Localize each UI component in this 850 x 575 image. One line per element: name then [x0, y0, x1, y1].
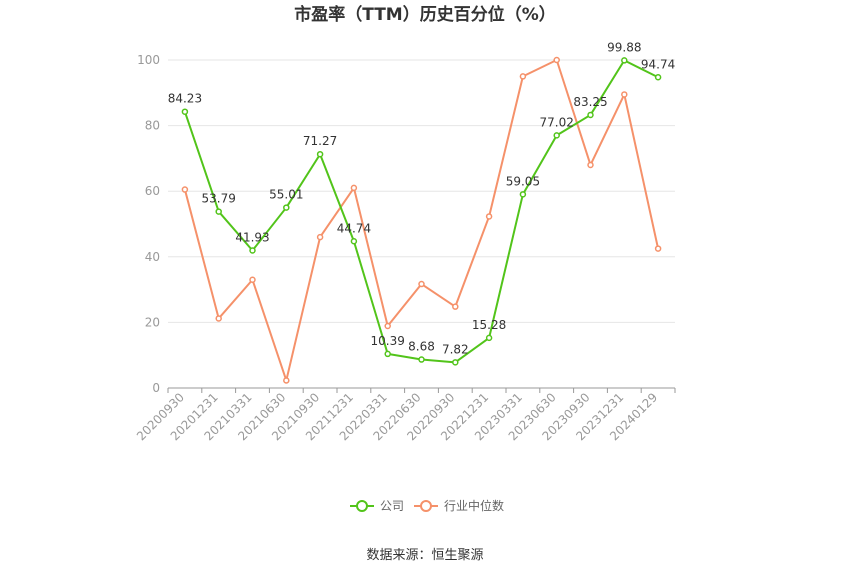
- data-point[interactable]: [621, 91, 628, 98]
- data-label: 53.79: [202, 192, 236, 206]
- data-point[interactable]: [553, 56, 560, 64]
- data-point[interactable]: [654, 245, 662, 252]
- y-axis: 0 20 40 60 80 100: [137, 53, 160, 395]
- data-point[interactable]: [283, 204, 290, 211]
- series-group: [181, 56, 662, 384]
- chart-title: 市盈率（TTM）历史百分位（%）: [294, 4, 556, 25]
- data-label: 71.27: [303, 134, 337, 148]
- data-point[interactable]: [553, 132, 560, 139]
- data-label: 84.23: [168, 92, 202, 106]
- legend-swatch-marker: [356, 500, 368, 512]
- data-point[interactable]: [452, 303, 459, 310]
- legend-label[interactable]: 公司: [380, 499, 404, 513]
- data-point[interactable]: [418, 356, 425, 363]
- data-point[interactable]: [485, 334, 493, 342]
- data-source: 数据来源：恒生聚源: [366, 548, 483, 563]
- data-point[interactable]: [316, 233, 324, 241]
- data-point[interactable]: [654, 74, 662, 81]
- data-point[interactable]: [418, 280, 425, 288]
- data-label: 94.74: [641, 57, 675, 71]
- data-point[interactable]: [384, 322, 391, 330]
- y-tick-label: 20: [145, 315, 160, 329]
- data-point[interactable]: [350, 238, 358, 245]
- legend[interactable]: 公司 行业中位数: [350, 498, 504, 513]
- data-label: 8.68: [408, 340, 435, 354]
- data-label: 59.05: [506, 174, 540, 188]
- data-label: 83.25: [573, 95, 607, 109]
- data-point[interactable]: [283, 377, 290, 384]
- y-tick-label: 100: [137, 53, 160, 67]
- data-point[interactable]: [350, 184, 358, 192]
- data-label: 15.28: [472, 318, 506, 332]
- data-point[interactable]: [452, 359, 459, 366]
- legend-swatch-marker: [420, 500, 432, 512]
- data-point[interactable]: [384, 350, 391, 358]
- data-point[interactable]: [587, 161, 594, 169]
- legend-label[interactable]: 行业中位数: [444, 498, 504, 513]
- data-point[interactable]: [316, 150, 324, 158]
- data-label: 7.82: [442, 342, 469, 356]
- data-point[interactable]: [621, 57, 628, 64]
- data-label: 10.39: [371, 334, 405, 348]
- data-point[interactable]: [519, 191, 527, 198]
- data-label: 41.93: [235, 230, 269, 244]
- data-label: 44.74: [337, 221, 371, 235]
- data-point[interactable]: [215, 208, 222, 215]
- data-point[interactable]: [519, 73, 527, 80]
- data-point[interactable]: [485, 213, 493, 220]
- y-tick-label: 60: [145, 184, 160, 198]
- data-point[interactable]: [181, 186, 189, 193]
- data-point[interactable]: [249, 247, 256, 254]
- grid-lines: [168, 59, 675, 323]
- y-tick-label: 0: [152, 381, 160, 395]
- data-labels: 84.23 53.79 41.93 55.01 71.27 44.74 10.39 8.68 7…: [168, 40, 676, 356]
- data-point[interactable]: [181, 108, 189, 115]
- data-point[interactable]: [215, 315, 222, 322]
- y-tick-label: 80: [145, 119, 160, 133]
- y-tick-label: 40: [145, 250, 160, 264]
- data-label: 77.02: [540, 115, 574, 129]
- x-axis: 2020093020201231202103312021063020210930…: [134, 387, 676, 443]
- data-point[interactable]: [249, 276, 256, 284]
- data-label: 55.01: [269, 188, 303, 202]
- data-label: 99.88: [607, 40, 641, 54]
- data-point[interactable]: [587, 111, 594, 119]
